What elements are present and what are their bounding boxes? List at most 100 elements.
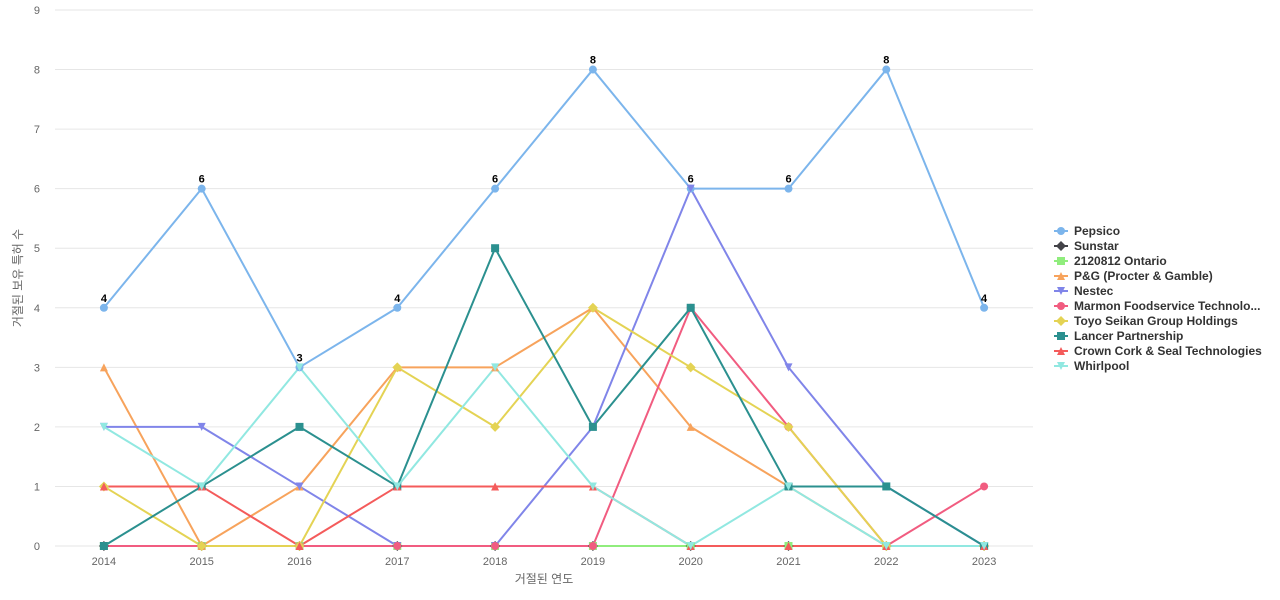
data-point[interactable] — [491, 363, 500, 372]
x-tick-label: 2023 — [972, 556, 996, 568]
legend-marker — [1056, 316, 1066, 326]
data-point[interactable] — [196, 541, 207, 551]
data-point[interactable] — [587, 302, 598, 313]
legend-item[interactable]: Pepsico — [1054, 224, 1120, 238]
y-axis-title: 거절된 보유 특허 수 — [11, 229, 25, 327]
data-point[interactable] — [99, 422, 108, 431]
grid — [55, 9, 1033, 547]
data-label: 3 — [296, 352, 302, 364]
data-point[interactable] — [197, 482, 206, 491]
legend-marker — [1057, 287, 1065, 295]
data-point[interactable] — [882, 542, 891, 550]
legend-marker — [1057, 332, 1065, 340]
data-point[interactable] — [980, 542, 989, 550]
legend-item[interactable]: Toyo Seikan Group Holdings — [1054, 314, 1238, 328]
data-point[interactable] — [784, 482, 793, 491]
legend-item[interactable]: Whirlpool — [1054, 359, 1129, 373]
legend-marker — [1056, 241, 1066, 251]
series-line[interactable] — [102, 366, 986, 547]
data-point[interactable] — [588, 542, 597, 550]
data-point[interactable] — [588, 65, 597, 74]
data-point[interactable] — [491, 184, 500, 193]
data-point[interactable] — [784, 542, 793, 550]
series-line[interactable] — [102, 247, 986, 547]
legend-item[interactable]: Lancer Partnership — [1054, 329, 1183, 343]
y-tick-label: 5 — [34, 243, 40, 255]
legend-label: Sunstar — [1074, 239, 1119, 253]
legend-marker — [1057, 362, 1065, 370]
data-point[interactable] — [197, 422, 206, 431]
data-point[interactable] — [490, 421, 501, 432]
data-point[interactable] — [99, 542, 108, 550]
legend-marker — [1057, 347, 1065, 355]
data-point[interactable] — [686, 542, 695, 550]
x-tick-label: 2020 — [678, 556, 702, 568]
data-point[interactable] — [393, 303, 402, 312]
data-point[interactable] — [784, 184, 793, 193]
x-tick-label: 2015 — [189, 556, 213, 568]
data-point[interactable] — [99, 482, 108, 491]
data-point[interactable] — [393, 482, 402, 491]
data-point[interactable] — [882, 482, 891, 491]
legend-marker — [1057, 257, 1065, 265]
legend-label: P&G (Procter & Gamble) — [1074, 269, 1213, 283]
data-point[interactable] — [295, 363, 304, 372]
legend-marker — [1057, 227, 1065, 235]
legend-label: 2120812 Ontario — [1074, 254, 1167, 268]
y-tick-label: 4 — [34, 303, 40, 315]
legend-label: Crown Cork & Seal Technologies — [1074, 344, 1262, 358]
data-label: 6 — [688, 174, 694, 186]
data-point[interactable] — [784, 363, 793, 372]
data-point[interactable] — [686, 184, 695, 193]
y-tick-label: 3 — [34, 362, 40, 374]
data-point[interactable] — [491, 244, 500, 253]
legend-item[interactable]: Crown Cork & Seal Technologies — [1054, 344, 1262, 358]
legend-item[interactable]: Marmon Foodservice Technolo... — [1054, 299, 1260, 313]
data-point[interactable] — [686, 422, 695, 431]
data-point[interactable] — [295, 482, 304, 491]
legend-item[interactable]: Nestec — [1054, 284, 1114, 298]
y-tick-label: 1 — [34, 481, 40, 493]
x-tick-label: 2021 — [776, 556, 800, 568]
data-point[interactable] — [686, 303, 695, 312]
data-point[interactable] — [99, 303, 108, 312]
y-tick-label: 8 — [34, 65, 40, 77]
x-tick-label: 2022 — [874, 556, 898, 568]
data-point[interactable] — [393, 542, 402, 550]
data-point[interactable] — [491, 542, 500, 550]
data-point[interactable] — [295, 542, 304, 550]
x-tick-label: 2019 — [581, 556, 605, 568]
data-point[interactable] — [197, 184, 206, 193]
x-tick-label: 2018 — [483, 556, 507, 568]
data-point[interactable] — [588, 422, 597, 431]
data-point[interactable] — [392, 362, 403, 373]
legend-label: Pepsico — [1074, 224, 1120, 238]
x-tick-label: 2017 — [385, 556, 409, 568]
data-label: 4 — [394, 293, 401, 305]
data-point[interactable] — [980, 482, 989, 491]
data-point[interactable] — [295, 422, 304, 431]
data-point[interactable] — [685, 362, 696, 373]
series-line[interactable] — [102, 68, 986, 369]
data-point[interactable] — [99, 363, 108, 372]
data-point[interactable] — [783, 421, 794, 432]
data-point[interactable] — [588, 482, 597, 491]
legend-label: Lancer Partnership — [1074, 329, 1183, 343]
data-label: 6 — [199, 174, 205, 186]
series-markers — [98, 65, 990, 551]
legend-item[interactable]: P&G (Procter & Gamble) — [1054, 269, 1213, 283]
series-line[interactable] — [102, 485, 986, 547]
y-tick-label: 2 — [34, 422, 40, 434]
data-point[interactable] — [882, 65, 891, 74]
data-point[interactable] — [491, 482, 500, 491]
series-lines — [102, 68, 986, 547]
legend-item[interactable]: Sunstar — [1054, 239, 1119, 253]
data-point[interactable] — [980, 303, 989, 312]
data-label: 6 — [492, 174, 498, 186]
legend-label: Marmon Foodservice Technolo... — [1074, 299, 1260, 313]
legend-item[interactable]: 2120812 Ontario — [1054, 254, 1167, 268]
data-label: 6 — [785, 174, 791, 186]
